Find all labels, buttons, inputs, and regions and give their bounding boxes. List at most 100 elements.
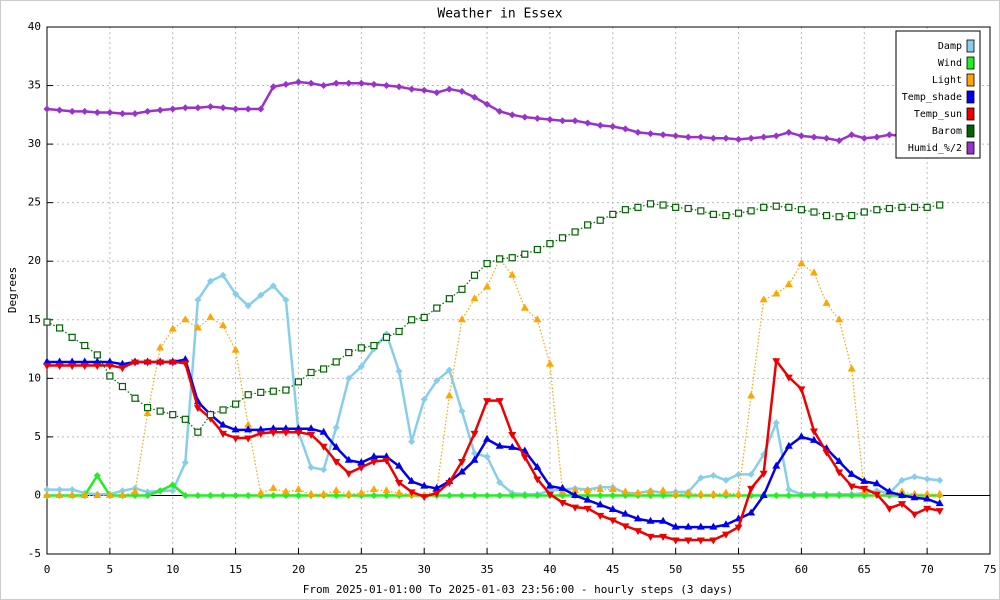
point [55,490,64,498]
point [106,372,114,380]
point [659,201,667,209]
point [307,79,315,87]
legend-label: Temp_shade [902,92,962,103]
point [596,216,604,224]
point [571,117,579,125]
point [256,430,265,438]
point [231,425,240,433]
point [823,134,831,142]
point [219,430,228,438]
point [873,206,881,214]
point [533,491,541,499]
point [181,415,189,423]
point [269,83,277,91]
point [332,491,340,499]
point [608,504,617,512]
point [106,108,114,116]
point [646,200,655,208]
point [156,407,164,415]
point [646,516,655,524]
point [697,207,705,215]
point [772,132,780,140]
point [408,316,416,324]
point [521,491,529,499]
point [609,491,617,499]
point [923,494,932,502]
point [596,491,604,499]
point [910,493,919,501]
point [307,424,316,432]
point [659,533,668,541]
point [735,470,743,478]
point [533,462,542,470]
point [558,483,567,491]
point [93,357,102,365]
point [281,487,290,495]
point [445,85,453,93]
point [797,132,805,140]
point [68,107,76,115]
point [659,131,667,139]
point [118,110,126,118]
point [432,483,441,491]
point [848,491,856,499]
point [118,382,127,391]
point [169,411,177,419]
point [672,132,680,140]
point [282,80,290,88]
x-tick-label: 45 [606,563,619,576]
x-tick-label: 40 [543,563,556,576]
point [244,391,252,399]
point [621,487,630,495]
point [131,359,140,367]
point [458,285,466,293]
point [118,487,126,495]
point [80,357,89,365]
x-tick-label: 60 [795,563,808,576]
point [470,294,479,302]
point [319,427,328,435]
point [835,315,844,323]
legend-label: Wind [938,58,962,69]
point [545,491,554,499]
point [860,134,868,142]
point [143,408,152,416]
point [105,357,114,365]
point [244,491,252,499]
point [923,489,932,497]
point [395,461,404,469]
point [244,105,252,113]
legend: Damp Wind Light Temp_shade Temp_sun Barom Humi… [895,30,981,159]
point [420,313,428,322]
y-tick-label: 10 [28,371,41,384]
point [231,345,240,353]
point [558,499,567,507]
point [395,488,404,496]
point [772,491,780,499]
point [684,204,692,213]
point [495,441,504,449]
point [55,357,64,365]
point [105,490,114,498]
point [408,438,416,446]
plot-frame [46,26,991,555]
point [344,470,353,478]
point [458,87,466,95]
point [823,491,831,499]
point [370,491,378,499]
point [508,111,516,119]
point [735,135,743,143]
point [294,429,303,437]
point [143,359,152,367]
y-axis-label: Degrees [6,267,19,313]
point [508,491,516,499]
point [445,366,453,374]
point [105,362,114,370]
point [722,134,730,142]
x-tick-label: 70 [921,563,934,576]
point [910,511,919,519]
point [508,254,516,262]
point [860,208,868,216]
point [281,429,290,437]
point [43,362,51,370]
